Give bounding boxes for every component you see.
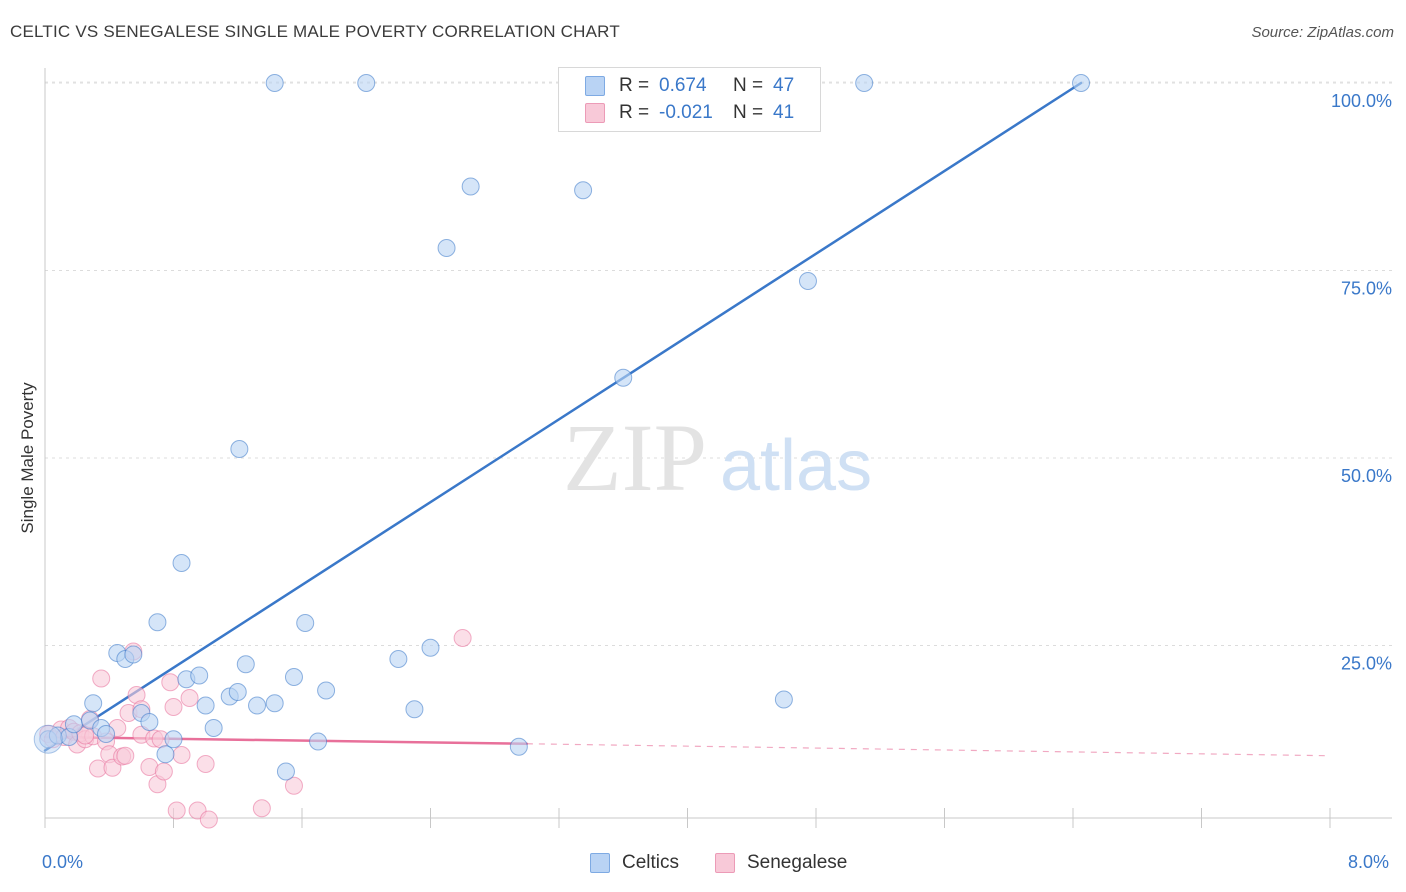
senegalese-point[interactable] <box>167 801 186 820</box>
celtics-point[interactable] <box>228 683 247 701</box>
celtics-point[interactable] <box>389 650 408 668</box>
r-value: 0.674 <box>659 75 707 96</box>
n-label: N = <box>733 102 764 123</box>
n-value: 47 <box>773 75 795 96</box>
celtics-point[interactable] <box>140 713 159 731</box>
legend-item-celtics[interactable]: Celtics <box>590 852 679 874</box>
celtics-legend-label: Celtics <box>622 852 680 873</box>
data-points <box>33 74 1091 829</box>
celtics-point[interactable] <box>461 177 480 196</box>
senegalese-point[interactable] <box>154 762 173 781</box>
x-axis-max-label: 8.0% <box>1348 852 1390 872</box>
celtics-point[interactable] <box>614 368 633 387</box>
celtics-point[interactable] <box>357 74 376 92</box>
celtics-point[interactable] <box>190 666 209 685</box>
celtics-point[interactable] <box>265 74 284 92</box>
senegalese-point[interactable] <box>180 689 199 707</box>
celtics-point[interactable] <box>156 745 175 764</box>
r-value: -0.021 <box>659 102 713 123</box>
celtics-point[interactable] <box>124 645 143 664</box>
senegalese-swatch <box>585 103 605 123</box>
legend-row-senegalese: R = -0.021 N = 41 <box>585 100 794 126</box>
y-tick-labels: 100.0% 75.0% 50.0% 25.0% <box>1331 91 1392 674</box>
source-label: Source: ZipAtlas.com <box>1251 24 1394 41</box>
r-label: R = <box>619 75 650 96</box>
celtics-swatch <box>585 76 605 96</box>
celtics-point[interactable] <box>248 696 267 715</box>
celtics-point[interactable] <box>1072 74 1091 92</box>
stats-legend: R = 0.674 N = 47 R = -0.021 N = 41 <box>558 67 821 132</box>
celtics-point[interactable] <box>204 719 223 737</box>
celtics-point[interactable] <box>236 655 255 674</box>
senegalese-trend-line <box>43 735 529 745</box>
celtics-point[interactable] <box>437 239 456 257</box>
senegalese-point[interactable] <box>116 746 135 765</box>
senegalese-legend-swatch <box>715 853 735 873</box>
celtics-point[interactable] <box>284 668 303 686</box>
y-tick-label: 25.0% <box>1341 654 1392 674</box>
gridlines <box>45 81 1392 646</box>
celtics-point-cluster[interactable] <box>33 724 63 754</box>
watermark: ZIP atlas <box>563 404 872 511</box>
celtics-point[interactable] <box>64 715 83 734</box>
celtics-point[interactable] <box>164 730 183 749</box>
celtics-point[interactable] <box>421 638 440 657</box>
senegalese-point[interactable] <box>199 810 218 829</box>
celtics-point[interactable] <box>798 272 817 290</box>
celtics-point[interactable] <box>774 690 793 709</box>
trend-lines <box>43 81 1331 757</box>
senegalese-point[interactable] <box>161 673 180 692</box>
senegalese-legend-label: Senegalese <box>747 852 848 873</box>
celtics-point[interactable] <box>148 613 167 632</box>
celtics-point[interactable] <box>84 694 103 713</box>
n-label: N = <box>733 75 764 96</box>
celtics-point[interactable] <box>97 725 116 743</box>
celtics-point[interactable] <box>574 181 593 200</box>
legend-item-senegalese[interactable]: Senegalese <box>715 852 847 874</box>
senegalese-point[interactable] <box>252 799 271 818</box>
r-label: R = <box>619 102 650 123</box>
y-tick-label: 75.0% <box>1341 279 1392 299</box>
celtics-point[interactable] <box>317 681 336 700</box>
celtics-point[interactable] <box>265 694 284 713</box>
senegalese-trend-extension <box>526 743 1331 757</box>
celtics-point[interactable] <box>296 614 315 632</box>
x-axis-min-label: 0.0% <box>42 852 84 872</box>
celtics-point[interactable] <box>509 737 528 756</box>
senegalese-point[interactable] <box>172 746 191 764</box>
senegalese-point[interactable] <box>284 776 303 795</box>
watermark-zip: ZIP <box>563 404 707 511</box>
celtics-point[interactable] <box>196 696 215 715</box>
celtics-point[interactable] <box>230 440 249 458</box>
celtics-point[interactable] <box>855 74 874 92</box>
chart-title: CELTIC VS SENEGALESE SINGLE MALE POVERTY… <box>10 22 620 41</box>
watermark-atlas: atlas <box>720 426 872 506</box>
senegalese-point[interactable] <box>453 629 472 647</box>
celtics-point[interactable] <box>309 732 328 751</box>
n-value: 41 <box>773 102 795 123</box>
senegalese-point[interactable] <box>164 698 183 716</box>
celtics-trend-line <box>43 81 1083 752</box>
celtics-point[interactable] <box>405 700 424 719</box>
senegalese-point[interactable] <box>92 669 111 688</box>
senegalese-point[interactable] <box>196 755 215 773</box>
celtics-point[interactable] <box>276 762 295 781</box>
y-tick-label: 50.0% <box>1341 466 1392 486</box>
y-axis-title: Single Male Poverty <box>18 382 37 534</box>
y-tick-label: 100.0% <box>1331 91 1392 111</box>
celtics-legend-swatch <box>590 853 610 873</box>
legend-row-celtics: R = 0.674 N = 47 <box>585 73 794 99</box>
celtics-point[interactable] <box>172 554 191 572</box>
